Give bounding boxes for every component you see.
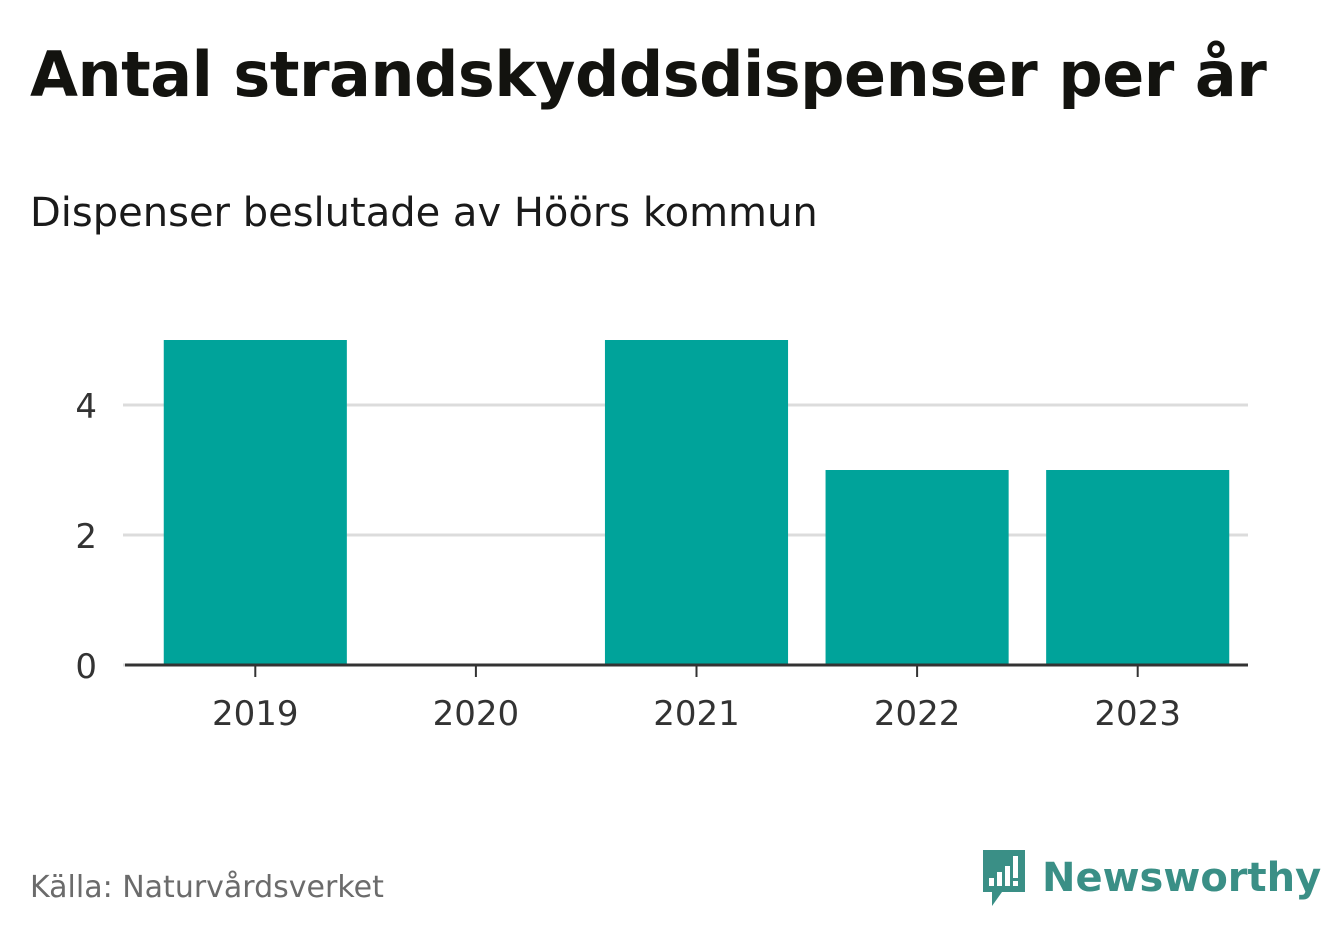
newsworthy-logo-icon	[983, 850, 1025, 906]
x-tick-label: 2022	[874, 694, 961, 734]
chart-title: Antal strandskyddsdispenser per år	[30, 38, 1267, 111]
y-tick-label: 2	[75, 517, 97, 557]
bars	[163, 340, 1230, 665]
bar-2019	[163, 340, 347, 665]
brand-logo: Newsworthy	[980, 848, 1321, 908]
y-tick-label: 4	[75, 387, 97, 427]
y-tick-label: 0	[75, 647, 97, 687]
brand-name: Newsworthy	[1042, 855, 1322, 901]
x-tick-label: 2020	[433, 694, 520, 734]
x-tick-label: 2023	[1094, 694, 1181, 734]
bar-2022	[825, 470, 1009, 665]
source-note: Källa: Naturvårdsverket	[30, 870, 384, 905]
x-tick-label: 2019	[212, 694, 299, 734]
bar-2021	[604, 340, 789, 665]
x-tick-label: 2021	[653, 694, 740, 734]
bar-2023	[1046, 470, 1230, 665]
axes	[125, 663, 1248, 677]
tick-labels: 0 2 4 2019 2020 2021 2022 2023	[75, 387, 1181, 734]
chart-subtitle: Dispenser beslutade av Höörs kommun	[30, 190, 818, 236]
